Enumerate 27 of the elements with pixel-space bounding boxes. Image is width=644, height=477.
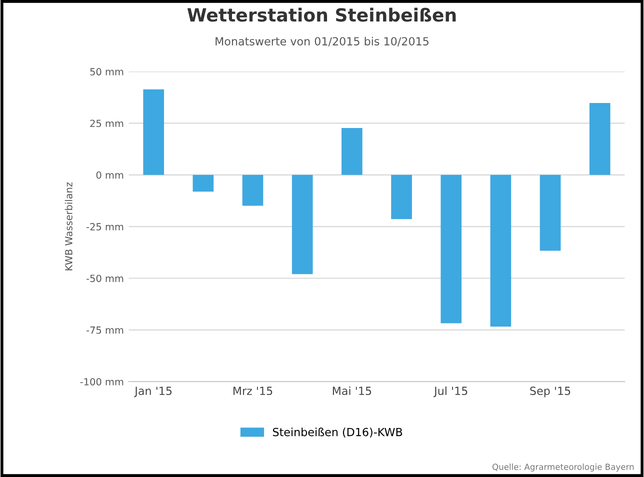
y-tick-label: -75 mm (86, 326, 124, 334)
x-tick-label: Mrz '15 (234, 386, 272, 396)
bar (490, 174, 512, 327)
y-tick-label: -25 mm (86, 223, 124, 230)
x-tick-label: Sep '15 (530, 386, 570, 398)
y-tick-label: -50 mm (86, 274, 124, 282)
bar (292, 174, 313, 274)
y-tick-label: 0 mm (96, 171, 124, 179)
bar (540, 174, 561, 251)
bar (391, 174, 412, 220)
x-tick-label: Jul '15 (433, 386, 468, 398)
x-tick-label: Jan '15 (134, 386, 172, 398)
bar (143, 89, 164, 175)
chart-subtitle: Monatswerte von 01/2015 bis 10/2015 (216, 36, 428, 46)
y-axis-title: KWB Wasserbilanz (64, 182, 72, 270)
bar (342, 128, 362, 175)
bar (192, 174, 214, 192)
bar (242, 174, 264, 206)
legend-label: Steinbeißen (D16)-KWB (272, 428, 402, 438)
y-tick-label: -100 mm (80, 378, 124, 386)
bar (589, 102, 610, 175)
bar (440, 174, 462, 324)
x-tick-label: Mai '15 (332, 386, 372, 396)
source-note: Quelle: Agrarmeteorologie Bayern (492, 464, 634, 472)
y-tick-label: 25 mm (90, 120, 124, 128)
y-tick-label: 50 mm (90, 68, 124, 76)
chart-title: Wetterstation Steinbeißen (187, 8, 456, 22)
